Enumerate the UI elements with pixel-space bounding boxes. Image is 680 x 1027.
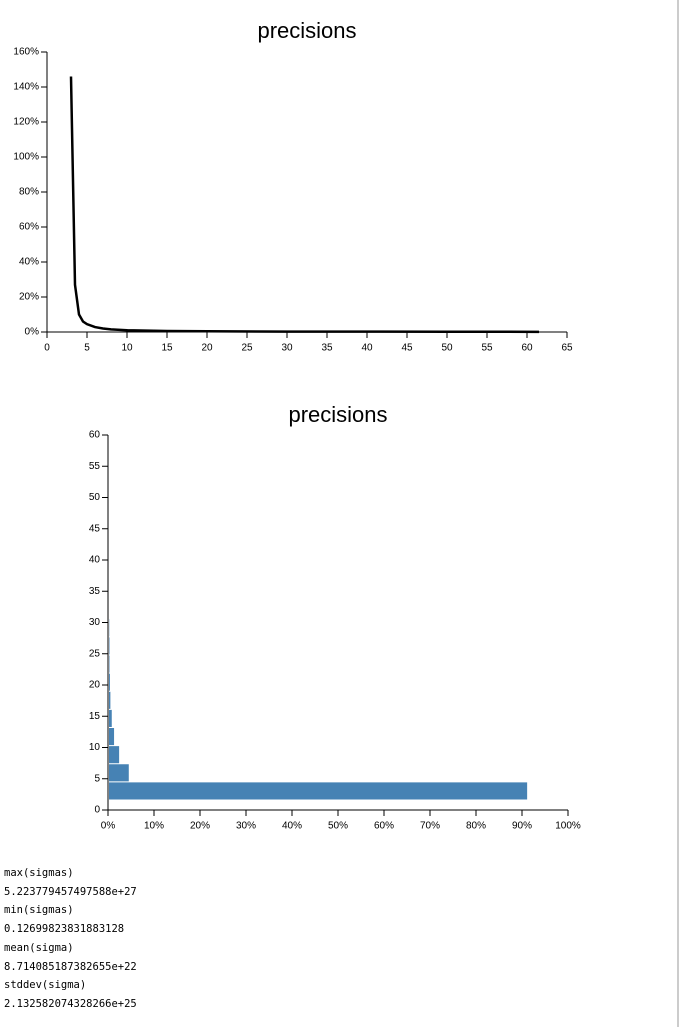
y-tick-label: 100% [13, 152, 39, 163]
line [69, 76, 540, 334]
x-tick-label: 60% [374, 821, 394, 832]
y-tick-label: 40 [89, 555, 101, 566]
x-tick-label: 10 [121, 343, 133, 354]
x-tick-label: 0 [44, 343, 50, 354]
x-tick-label: 65 [561, 343, 573, 354]
y-tick-label: 45 [89, 523, 101, 534]
x-tick-label: 15 [161, 343, 173, 354]
y-tick-label: 55 [89, 461, 101, 472]
y-tick-label: 160% [13, 47, 39, 58]
bar [109, 673, 110, 691]
bar [109, 691, 111, 709]
stat-label: max(sigmas) [4, 867, 74, 879]
x-tick-label: 40 [361, 343, 373, 354]
y-tick-label: 5 [94, 773, 100, 784]
x-tick-label: 0% [101, 821, 116, 832]
bar [109, 709, 112, 727]
x-tick-label: 20 [201, 343, 213, 354]
y-tick-label: 60 [89, 430, 101, 441]
y-tick-label: 35 [89, 586, 101, 597]
stat-label: mean(sigma) [4, 941, 74, 954]
y-tick-label: 40% [19, 257, 39, 268]
y-tick-label: 15 [89, 711, 101, 722]
x-tick-label: 30% [236, 821, 256, 832]
x-tick-label: 60 [521, 343, 533, 354]
x-tick-label: 25 [241, 343, 253, 354]
y-tick-label: 0 [94, 805, 100, 816]
x-tick-label: 35 [321, 343, 333, 354]
y-tick-label: 25 [89, 648, 101, 659]
stat-value: 2.132582074328266e+25 [4, 997, 137, 1010]
y-tick-label: 20 [89, 680, 101, 691]
x-tick-label: 50 [441, 343, 453, 354]
stat-label: stddev(sigma) [4, 979, 87, 992]
y-tick-label: 80% [19, 187, 39, 198]
stat-value: 8.714085187382655e+22 [4, 960, 137, 973]
y-tick-label: 30 [89, 617, 101, 628]
y-tick-label: 140% [13, 82, 39, 93]
y-tick-label: 10 [89, 742, 101, 753]
chart-title: precisions [288, 402, 387, 427]
x-tick-label: 100% [555, 821, 581, 832]
x-tick-label: 50% [328, 821, 348, 832]
bar [109, 764, 129, 782]
x-tick-label: 20% [190, 821, 210, 832]
y-tick-label: 20% [19, 292, 39, 303]
y-tick-label: 120% [13, 117, 39, 128]
y-tick-label: 0% [25, 327, 40, 338]
x-tick-label: 70% [420, 821, 440, 832]
bar [109, 782, 528, 800]
stat-value: 0.12699823831883128 [4, 923, 125, 936]
x-tick-label: 30 [281, 343, 293, 354]
x-tick-label: 40% [282, 821, 302, 832]
chart-title: precisions [257, 18, 356, 43]
stat-label: min(sigmas) [4, 904, 74, 917]
x-tick-label: 90% [512, 821, 532, 832]
x-tick-label: 10% [144, 821, 164, 832]
x-tick-label: 55 [481, 343, 493, 354]
y-tick-label: 50 [89, 492, 101, 503]
stats: max(sigmas) 5.223779457497588e+27 min(sigm… [4, 864, 137, 1014]
stat-value: 5.223779457497588e+27 [4, 885, 137, 898]
charts: 0 5 10 15 20 25 30 35 40 45 50 55 60 650%20%40%60%80%… [13, 18, 581, 832]
bar [109, 728, 115, 746]
x-tick-label: 80% [466, 821, 486, 832]
y-tick-label: 60% [19, 222, 39, 233]
x-tick-label: 5 [84, 343, 90, 354]
x-tick-label: 45 [401, 343, 413, 354]
bar [109, 746, 120, 764]
